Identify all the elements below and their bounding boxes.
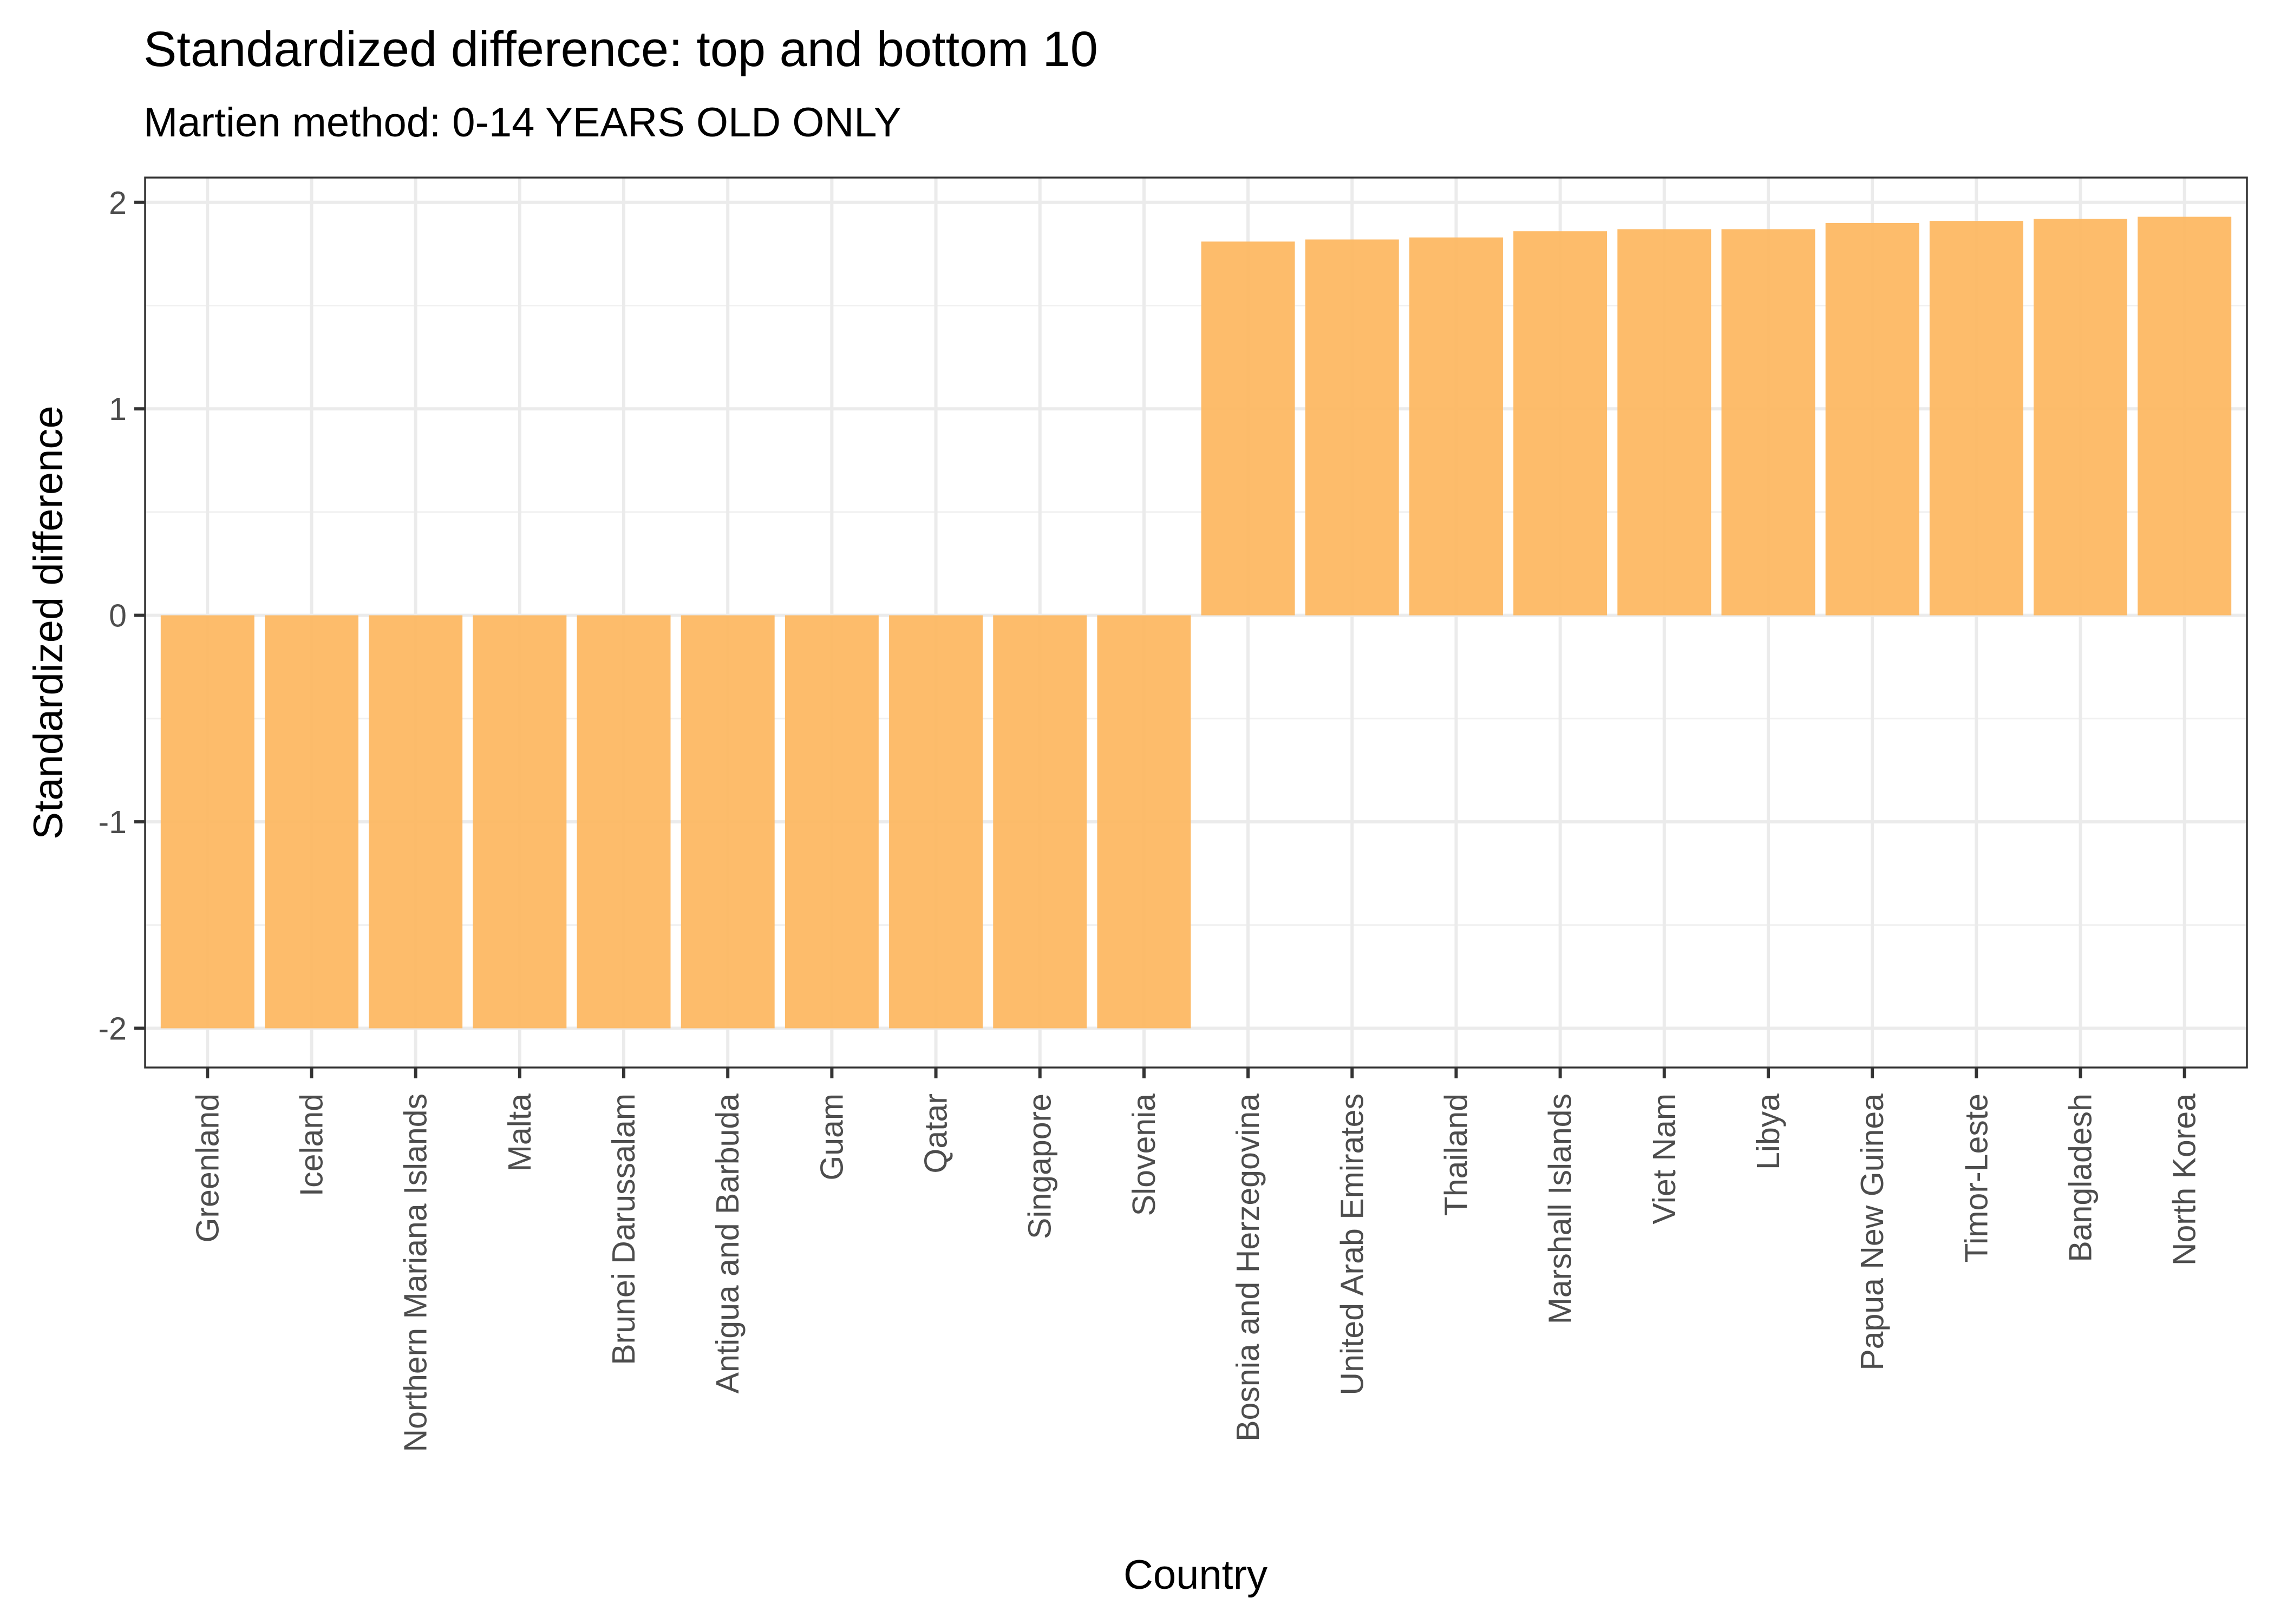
y-tick-label: 0 <box>109 598 127 634</box>
bar-papua-new-guinea <box>1825 222 1919 615</box>
x-tick-label: Libya <box>1750 1093 1786 1170</box>
x-tick-label: Timor-Leste <box>1958 1093 1994 1263</box>
x-tick-label: Singapore <box>1022 1093 1058 1239</box>
x-tick-label: Bosnia and Herzegovina <box>1230 1093 1266 1442</box>
y-tick-label: 1 <box>109 391 127 427</box>
y-tick-label: -1 <box>99 804 127 840</box>
bar-libya <box>1721 229 1815 615</box>
bar-bangladesh <box>2034 219 2127 615</box>
plot-panel: -2 -1 0 1 2 Greenland Iceland Northern Mariana … <box>99 176 2248 1452</box>
x-tick-label: Papua New Guinea <box>1854 1093 1890 1371</box>
x-tick-label: Qatar <box>918 1093 954 1174</box>
bar-north-korea <box>2138 217 2232 615</box>
x-tick-label: Thailand <box>1438 1093 1474 1216</box>
bar-marshall-islands <box>1513 231 1608 615</box>
chart-subtitle: Martien method: 0-14 YEARS OLD ONLY <box>143 100 901 146</box>
bar-united-arab-emirates <box>1305 239 1399 615</box>
bar-guam <box>785 615 879 1029</box>
x-tick-label: United Arab Emirates <box>1334 1093 1370 1395</box>
bar-northern-mariana-islands <box>369 615 463 1029</box>
chart-title: Standardized difference: top and bottom … <box>143 22 1098 77</box>
y-tick-label: 2 <box>109 185 127 221</box>
bar-iceland <box>265 615 358 1029</box>
x-tick-label: Bangladesh <box>2063 1093 2099 1262</box>
bar-timor-leste <box>1929 221 2023 615</box>
x-tick-label: Marshall Islands <box>1543 1093 1578 1324</box>
y-tick-label: -2 <box>99 1011 127 1047</box>
x-tick-label: Greenland <box>190 1093 225 1243</box>
bar-malta <box>473 615 567 1029</box>
bar-viet-nam <box>1617 229 1711 615</box>
x-tick-label: Brunei Darussalam <box>606 1093 642 1365</box>
x-axis-title: Country <box>1123 1552 1267 1598</box>
bar-thailand <box>1409 237 1503 615</box>
x-tick-label: Slovenia <box>1126 1093 1162 1216</box>
x-tick-label: Guam <box>814 1093 850 1181</box>
bar-singapore <box>993 615 1087 1029</box>
x-tick-label: Malta <box>502 1093 538 1171</box>
x-tick-label: North Korea <box>2167 1093 2203 1266</box>
x-tick-label: Antigua and Barbuda <box>710 1093 746 1394</box>
x-tick-label: Viet Nam <box>1646 1093 1682 1224</box>
x-tick-label: Iceland <box>293 1093 329 1196</box>
plot-border <box>144 176 2248 1069</box>
bar-bosnia-and-herzegovina <box>1201 241 1295 615</box>
bar-antigua-and-barbuda <box>681 615 775 1029</box>
bar-brunei-darussalam <box>577 615 671 1029</box>
bar-qatar <box>889 615 983 1029</box>
bar-greenland <box>160 615 254 1029</box>
bar-slovenia <box>1097 615 1191 1029</box>
y-axis-title: Standardized difference <box>25 405 71 839</box>
x-tick-label: Northern Mariana Islands <box>398 1093 434 1452</box>
